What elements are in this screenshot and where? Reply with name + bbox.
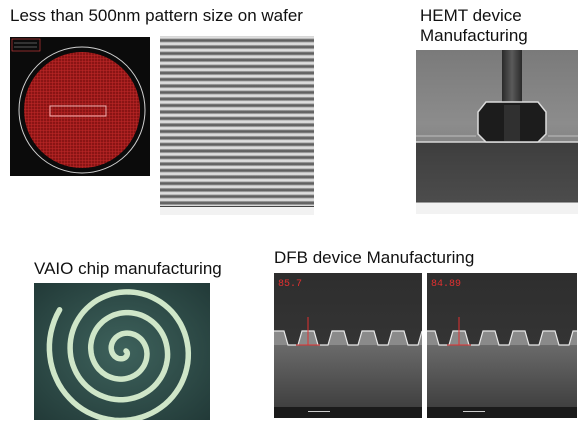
- hemt-cross-section-image: [416, 50, 578, 214]
- dfb-image-right: 84.89: [427, 273, 577, 418]
- wafer-pattern-image: [10, 37, 150, 176]
- sem-line-grating-image: [160, 36, 314, 215]
- dfb-image-left: 85.7: [274, 273, 422, 418]
- sem-info-bar: [160, 206, 314, 215]
- caption-vaio: VAIO chip manufacturing: [34, 259, 222, 278]
- spiral-chip-image: [34, 283, 210, 420]
- dfb-right-measurement: 84.89: [431, 279, 462, 290]
- caption-dfb: DFB device Manufacturing: [274, 248, 475, 267]
- caption-wafer: Less than 500nm pattern size on wafer: [10, 6, 303, 25]
- dfb-left-measurement: 85.7: [278, 279, 303, 290]
- caption-hemt: HEMT device Manufacturing: [420, 6, 528, 45]
